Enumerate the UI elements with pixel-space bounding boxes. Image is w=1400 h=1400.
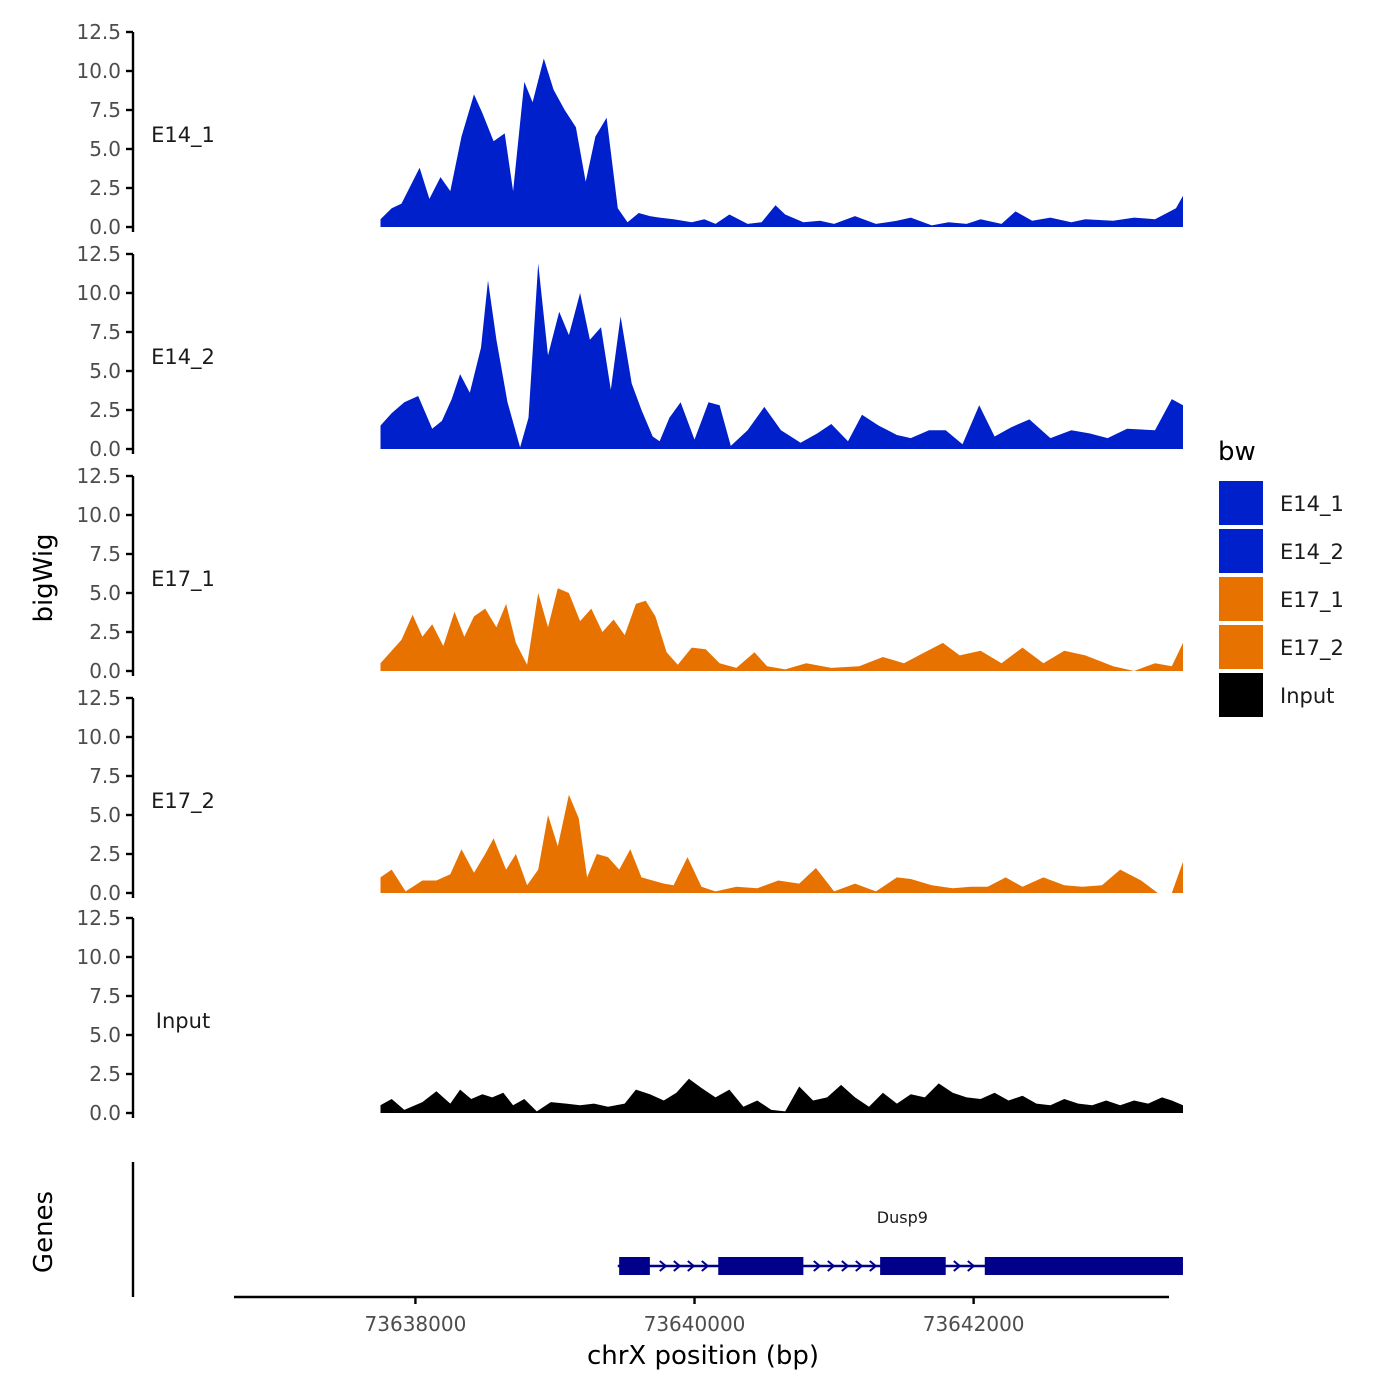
legend-entry: E14_1 [1217, 479, 1344, 527]
genes-axis-title: Genes [29, 1191, 59, 1273]
x-axis: 73638000 73640000 73642000 [234, 1295, 1169, 1336]
y-tick-label: 10.0 [76, 503, 121, 527]
gene-exon [880, 1257, 946, 1275]
y-tick-label: 2.5 [89, 398, 121, 422]
y-tick-label: 10.0 [76, 725, 121, 749]
y-tick-label: 12.5 [76, 686, 121, 710]
track-E14_1: 0.0 2.5 5.0 7.5 10.0 12.5 E14_1 [76, 20, 1183, 239]
strand-arrow [967, 1260, 976, 1272]
strand-arrow [869, 1260, 878, 1272]
legend-label: E17_1 [1280, 588, 1344, 613]
legend-entry: E14_2 [1217, 527, 1344, 575]
strand-arrow [687, 1260, 696, 1272]
track-E17_1: 0.0 2.5 5.0 7.5 10.0 12.5 E17_1 [76, 464, 1183, 683]
y-tick-label: 2.5 [89, 620, 121, 644]
coverage-area-E14_1 [380, 58, 1183, 227]
x-tick-label: 73642000 [923, 1312, 1025, 1336]
coverage-tracks: 0.0 2.5 5.0 7.5 10.0 12.5 E14_1 0.0 2.5 5.0 7.5 10.… [76, 20, 1183, 1125]
y-tick-label: 0.0 [89, 659, 121, 683]
coverage-area-E14_2 [380, 263, 1183, 449]
x-axis-title: chrX position (bp) [587, 1341, 819, 1371]
y-tick-label: 7.5 [89, 764, 121, 788]
track-E14_2: 0.0 2.5 5.0 7.5 10.0 12.5 E14_2 [76, 242, 1183, 461]
y-tick-label: 5.0 [89, 803, 121, 827]
track-label: E14_1 [151, 123, 215, 148]
y-tick-label: 2.5 [89, 842, 121, 866]
gene-track: Dusp9 [131, 1162, 1183, 1297]
legend-entry: E17_2 [1217, 623, 1344, 671]
gene-exon [984, 1257, 1183, 1275]
y-tick-label: 2.5 [89, 1062, 121, 1086]
legend-entry: E17_1 [1217, 575, 1344, 623]
coverage-area-E17_1 [380, 588, 1183, 671]
strand-arrow [813, 1260, 822, 1272]
y-tick-label: 0.0 [89, 437, 121, 461]
gene-exon [718, 1257, 804, 1275]
track-label: E14_2 [151, 345, 215, 370]
strand-arrow [673, 1260, 682, 1272]
y-tick-label: 0.0 [89, 1101, 121, 1125]
legend-title: bw [1218, 437, 1256, 467]
coverage-area-E17_2 [380, 794, 1183, 893]
track-E17_2: 0.0 2.5 5.0 7.5 10.0 12.5 E17_2 [76, 686, 1183, 905]
legend-swatch [1217, 671, 1265, 719]
legend-entry: Input [1217, 671, 1334, 719]
y-tick-label: 10.0 [76, 945, 121, 969]
strand-arrow [701, 1260, 710, 1272]
coverage-area-Input [380, 1078, 1183, 1113]
y-tick-label: 0.0 [89, 215, 121, 239]
y-axis-title: bigWig [29, 533, 59, 622]
y-tick-label: 5.0 [89, 581, 121, 605]
legend-swatch [1217, 623, 1265, 671]
y-tick-label: 10.0 [76, 59, 121, 83]
y-tick-label: 7.5 [89, 984, 121, 1008]
legend-label: E14_1 [1280, 492, 1344, 517]
gene-label: Dusp9 [877, 1208, 928, 1227]
y-tick-label: 10.0 [76, 281, 121, 305]
y-tick-label: 7.5 [89, 98, 121, 122]
track-label: E17_1 [151, 567, 215, 592]
y-tick-label: 5.0 [89, 359, 121, 383]
y-tick-label: 2.5 [89, 176, 121, 200]
legend-label: E14_2 [1280, 540, 1344, 565]
strand-arrow [827, 1260, 836, 1272]
legend-entries: E14_1 E14_2 E17_1 E17_2 Input [1217, 479, 1344, 719]
track-label: Input [156, 1009, 210, 1033]
y-tick-label: 12.5 [76, 464, 121, 488]
y-tick-label: 12.5 [76, 906, 121, 930]
strand-arrow [841, 1260, 850, 1272]
legend-label: E17_2 [1280, 636, 1344, 661]
x-tick-label: 73640000 [644, 1312, 746, 1336]
y-tick-label: 12.5 [76, 20, 121, 44]
y-tick-label: 0.0 [89, 881, 121, 905]
y-tick-label: 7.5 [89, 320, 121, 344]
track-Input: 0.0 2.5 5.0 7.5 10.0 12.5 Input [76, 906, 1183, 1125]
legend-swatch [1217, 479, 1265, 527]
y-tick-label: 5.0 [89, 1023, 121, 1047]
strand-arrow [953, 1260, 962, 1272]
gene-exon [619, 1257, 650, 1275]
y-tick-label: 7.5 [89, 542, 121, 566]
legend: bw E14_1 E14_2 E17_1 E17_2 Input [1217, 437, 1344, 719]
legend-swatch [1217, 527, 1265, 575]
x-tick-label: 73638000 [365, 1312, 467, 1336]
track-label: E17_2 [151, 789, 215, 814]
legend-label: Input [1280, 684, 1334, 708]
strand-arrow [855, 1260, 864, 1272]
y-tick-label: 5.0 [89, 137, 121, 161]
strand-arrow [659, 1260, 668, 1272]
legend-swatch [1217, 575, 1265, 623]
y-tick-label: 12.5 [76, 242, 121, 266]
